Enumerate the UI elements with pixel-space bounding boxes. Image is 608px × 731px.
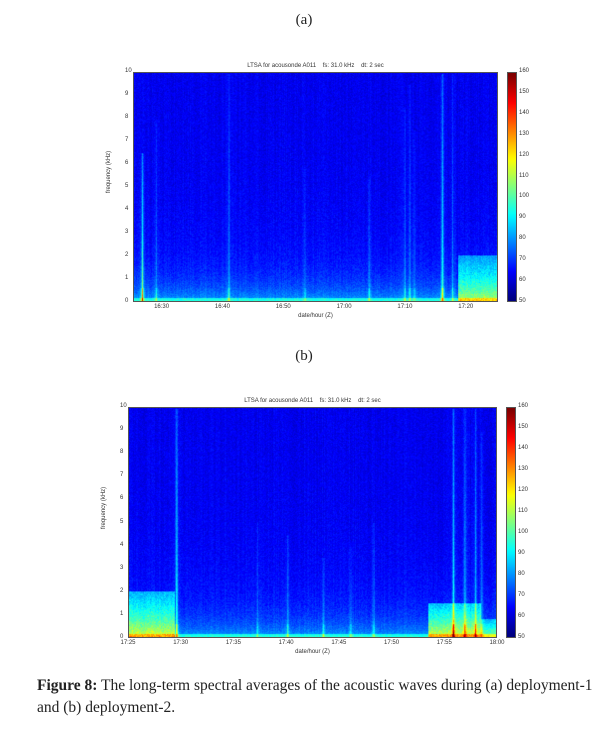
colorbar-tick-label: 110 <box>519 172 529 179</box>
y-tick-label: 9 <box>120 426 124 433</box>
x-axis-label: date/hour (Z) <box>295 649 330 655</box>
colorbar-tick-label: 150 <box>518 424 529 430</box>
y-axis-label: frequency (kHz) <box>101 486 108 529</box>
x-tick-label: 17:25 <box>120 640 136 646</box>
panel-label-a: (a) <box>295 12 313 28</box>
colorbar-tick-label: 70 <box>519 256 526 263</box>
y-tick-label: 9 <box>125 91 129 97</box>
y-tick-label: 10 <box>125 68 132 74</box>
colorbar <box>506 407 516 638</box>
spectrogram-plot <box>133 72 498 302</box>
y-tick-label: 2 <box>125 252 129 258</box>
x-tick-label: 17:20 <box>458 304 474 310</box>
colorbar-tick-label: 160 <box>519 68 530 74</box>
colorbar-tick-label: 120 <box>519 151 530 158</box>
colorbar-tick-label: 90 <box>518 550 525 556</box>
plot-title: LTSA for acousonde A011 fs: 31.0 kHz dt:… <box>244 398 381 404</box>
x-tick-label: 16:30 <box>154 304 170 310</box>
x-tick-label: 17:55 <box>436 640 452 646</box>
colorbar-tick-label: 110 <box>518 508 528 514</box>
colorbar-gradient <box>508 73 516 301</box>
x-tick-label: 17:00 <box>336 304 352 310</box>
colorbar-tick-label: 80 <box>518 571 525 577</box>
colorbar-tick-label: 140 <box>519 109 530 116</box>
x-tick-label: 17:10 <box>397 304 413 310</box>
colorbar-tick-label: 130 <box>518 466 529 472</box>
colorbar-tick-label: 50 <box>519 298 526 304</box>
colorbar-tick-label: 130 <box>519 130 530 137</box>
y-tick-label: 2 <box>120 587 124 594</box>
y-tick-label: 6 <box>120 495 124 502</box>
x-tick-label: 17:30 <box>173 640 189 646</box>
plot-title: LTSA for acousonde A011 fs: 31.0 kHz dt:… <box>247 63 384 69</box>
y-tick-label: 4 <box>125 206 129 212</box>
panel-label-b: (b) <box>295 348 313 364</box>
colorbar-tick-label: 50 <box>518 634 525 640</box>
y-tick-label: 0 <box>125 298 129 304</box>
colorbar-tick-label: 120 <box>518 487 529 493</box>
x-tick-label: 18:00 <box>489 640 505 646</box>
y-tick-label: 1 <box>120 610 124 617</box>
figure-caption: Figure 8: The long-term spectral average… <box>37 675 607 719</box>
colorbar-tick-label: 80 <box>519 235 526 242</box>
colorbar-tick-label: 100 <box>518 529 529 535</box>
y-tick-label: 1 <box>125 275 129 281</box>
x-tick-label: 17:40 <box>278 640 294 646</box>
y-tick-label: 6 <box>125 160 129 166</box>
caption-text: The long-term spectral averages of the a… <box>37 677 593 716</box>
y-axis-label: frequency (kHz) <box>106 150 113 194</box>
y-tick-label: 5 <box>125 183 129 189</box>
y-tick-label: 3 <box>125 229 129 235</box>
y-tick-label: 0 <box>120 634 124 640</box>
x-tick-label: 17:50 <box>384 640 400 646</box>
x-tick-label: 17:45 <box>331 640 347 646</box>
x-tick-label: 16:40 <box>214 304 230 310</box>
y-tick-label: 4 <box>120 541 124 548</box>
caption-label: Figure 8: <box>37 677 98 694</box>
colorbar-gradient <box>507 408 515 637</box>
colorbar-tick-label: 60 <box>519 277 526 284</box>
colorbar-tick-label: 150 <box>519 88 530 95</box>
y-tick-label: 7 <box>120 472 124 479</box>
colorbar <box>507 72 517 302</box>
spectrogram-canvas <box>129 408 496 637</box>
y-tick-label: 8 <box>120 449 124 456</box>
x-tick-label: 17:35 <box>225 640 241 646</box>
colorbar-tick-label: 140 <box>518 445 529 451</box>
y-tick-label: 8 <box>125 114 129 120</box>
colorbar-tick-label: 160 <box>518 403 529 409</box>
x-axis-label: date/hour (Z) <box>298 313 333 319</box>
spectrogram-canvas <box>134 73 497 301</box>
colorbar-tick-label: 60 <box>518 613 525 619</box>
y-tick-label: 7 <box>125 137 129 143</box>
y-tick-label: 10 <box>120 403 127 409</box>
x-tick-label: 16:50 <box>275 304 291 310</box>
y-tick-label: 3 <box>120 564 124 571</box>
y-tick-label: 5 <box>120 518 124 525</box>
colorbar-tick-label: 70 <box>518 592 525 598</box>
colorbar-tick-label: 100 <box>519 193 530 200</box>
spectrogram-plot <box>128 407 497 638</box>
colorbar-tick-label: 90 <box>519 214 526 221</box>
